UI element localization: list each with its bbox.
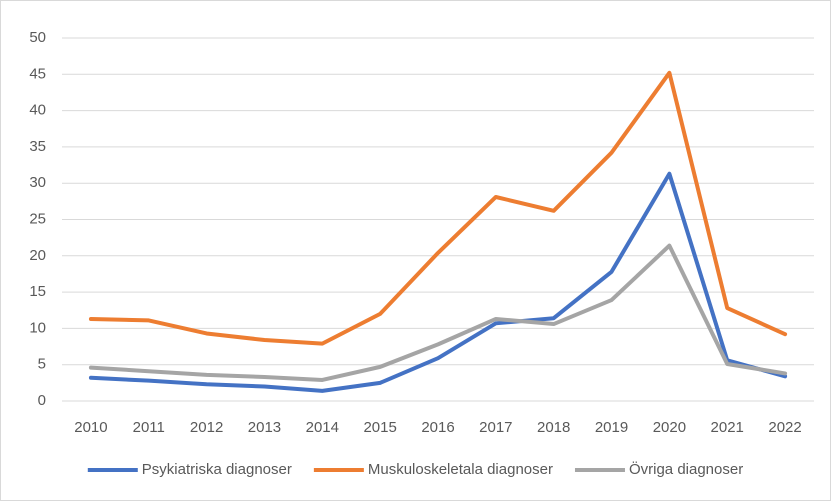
y-tick-label: 25 <box>29 210 46 227</box>
y-tick-label: 30 <box>29 174 46 191</box>
y-tick-label: 35 <box>29 138 46 155</box>
x-tick-label: 2022 <box>768 419 801 436</box>
series-line <box>88 171 788 393</box>
x-tick-label: 2017 <box>479 419 512 436</box>
y-tick-label: 20 <box>29 247 46 264</box>
y-tick-label: 45 <box>29 65 46 82</box>
x-tick-label: 2016 <box>421 419 454 436</box>
legend-label: Psykiatriska diagnoser <box>142 461 292 478</box>
y-tick-label: 40 <box>29 102 46 119</box>
y-tick-label: 15 <box>29 283 46 300</box>
y-tick-label: 10 <box>29 319 46 336</box>
legend-label: Övriga diagnoser <box>629 460 743 478</box>
x-tick-label: 2020 <box>653 419 686 436</box>
y-tick-label: 5 <box>38 356 46 373</box>
x-tick-label: 2013 <box>248 419 281 436</box>
y-tick-label: 50 <box>29 29 46 46</box>
x-tick-label: 2010 <box>74 419 107 436</box>
x-tick-label: 2019 <box>595 419 628 436</box>
x-tick-label: 2014 <box>306 419 339 436</box>
x-tick-label: 2018 <box>537 419 570 436</box>
legend-label: Muskuloskeletala diagnoser <box>368 461 553 478</box>
x-tick-label: 2021 <box>711 419 744 436</box>
x-tick-label: 2015 <box>363 419 396 436</box>
x-tick-label: 2012 <box>190 419 223 436</box>
series-line <box>88 243 788 382</box>
series-line <box>88 70 788 346</box>
y-tick-label: 0 <box>38 392 46 409</box>
x-tick-label: 2011 <box>133 419 165 436</box>
